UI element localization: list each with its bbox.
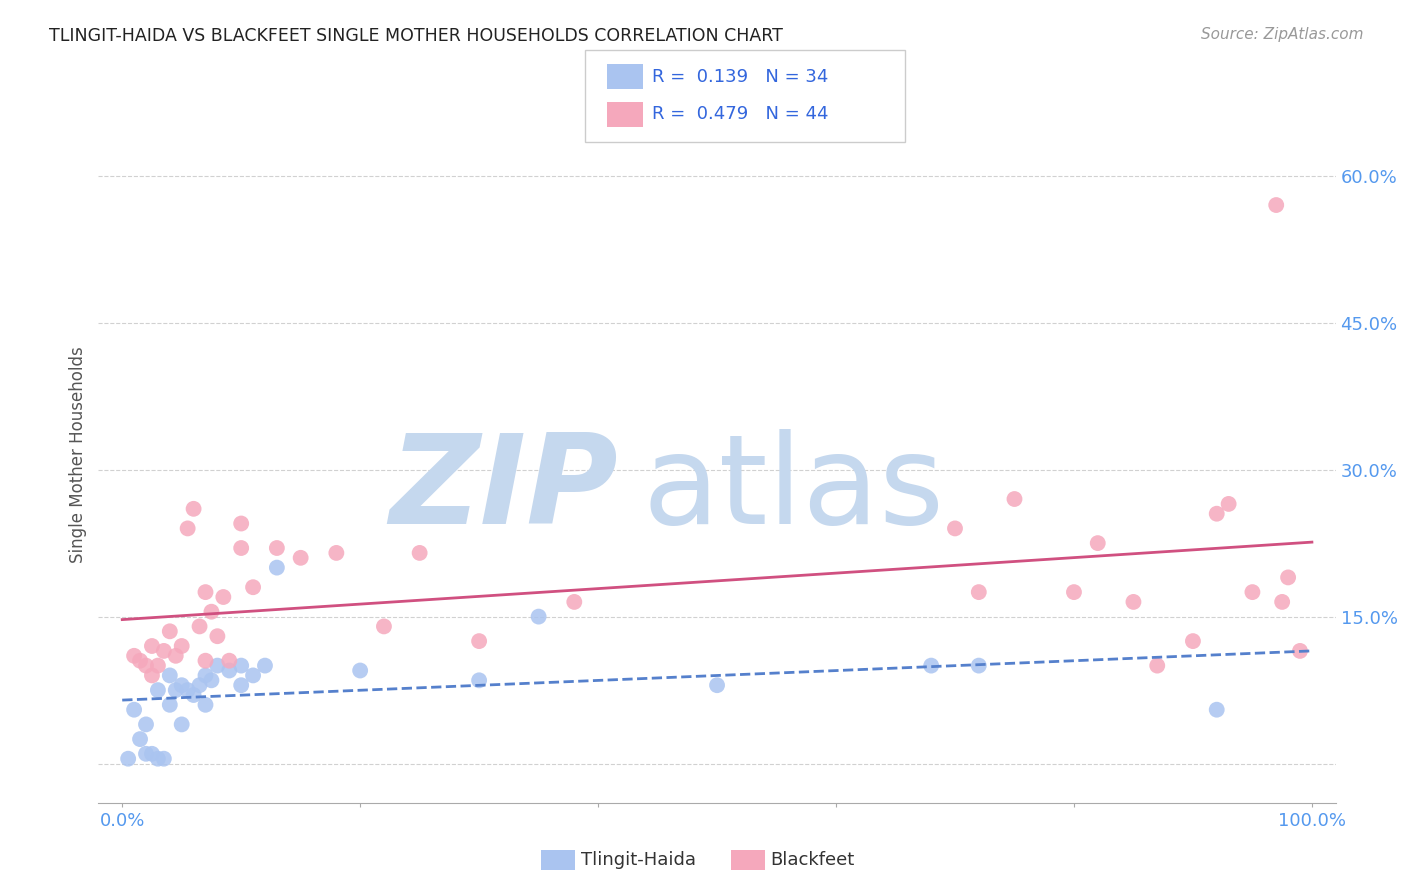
Point (468, 673, 491, 688)
Point (122, 648, 145, 663)
Point (200, 605, 222, 619)
Text: ZIP: ZIP (389, 429, 619, 550)
Point (1087, 536, 1109, 550)
Point (135, 747, 157, 761)
Point (194, 668, 217, 682)
Point (1218, 497, 1240, 511)
Point (1063, 585, 1085, 599)
Point (1205, 507, 1227, 521)
Text: Source: ZipAtlas.com: Source: ZipAtlas.com (1201, 27, 1364, 42)
Point (706, 678, 728, 692)
Point (188, 678, 211, 692)
Point (122, 703, 145, 717)
Point (1277, 570, 1299, 584)
Point (159, 698, 181, 712)
Point (1205, 703, 1227, 717)
Point (176, 683, 198, 698)
Point (165, 683, 187, 698)
Point (1265, 198, 1288, 212)
Point (967, 585, 990, 599)
Point (408, 546, 430, 560)
Point (207, 629, 229, 643)
Point (153, 752, 176, 766)
Point (218, 654, 240, 668)
Point (266, 560, 288, 574)
Point (194, 698, 217, 712)
Point (146, 658, 169, 673)
Point (135, 658, 157, 673)
Point (231, 658, 253, 673)
Point (194, 654, 217, 668)
Point (129, 654, 152, 668)
Point (527, 609, 550, 624)
Point (188, 619, 211, 633)
Point (562, 595, 585, 609)
Point (1122, 595, 1144, 609)
Point (207, 658, 229, 673)
Point (1181, 634, 1204, 648)
Point (231, 678, 253, 692)
Point (373, 619, 395, 633)
Point (141, 639, 163, 653)
Point (468, 634, 491, 648)
Point (349, 664, 371, 678)
Point (183, 501, 205, 516)
Point (920, 658, 942, 673)
Point (1146, 658, 1168, 673)
Point (218, 664, 240, 678)
Point (159, 668, 181, 682)
Y-axis label: Single Mother Households: Single Mother Households (69, 347, 87, 563)
Point (141, 668, 163, 682)
Point (146, 752, 169, 766)
Point (165, 648, 187, 663)
Point (146, 683, 169, 698)
Point (231, 516, 253, 531)
Point (194, 585, 217, 599)
Point (170, 678, 193, 692)
Point (266, 541, 288, 555)
Point (1289, 644, 1312, 658)
Point (231, 541, 253, 555)
Point (943, 521, 966, 535)
Point (117, 752, 139, 766)
Text: R =  0.479   N = 44: R = 0.479 N = 44 (652, 105, 830, 123)
Point (1241, 585, 1264, 599)
Point (176, 521, 198, 535)
Point (967, 658, 990, 673)
Point (141, 747, 163, 761)
Point (153, 644, 176, 658)
Point (253, 658, 276, 673)
Point (242, 668, 264, 682)
Point (212, 590, 235, 604)
Point (242, 580, 264, 594)
Point (170, 717, 193, 731)
Text: R =  0.139   N = 34: R = 0.139 N = 34 (652, 68, 828, 86)
Point (1004, 491, 1026, 506)
Point (325, 546, 347, 560)
Text: atlas: atlas (643, 429, 945, 550)
Text: Blackfeet: Blackfeet (770, 851, 855, 869)
Point (129, 732, 152, 747)
Point (200, 673, 222, 688)
Point (135, 717, 157, 731)
Text: Tlingit-Haida: Tlingit-Haida (581, 851, 696, 869)
Point (170, 639, 193, 653)
Point (1271, 595, 1294, 609)
Point (183, 688, 205, 702)
Text: TLINGIT-HAIDA VS BLACKFEET SINGLE MOTHER HOUSEHOLDS CORRELATION CHART: TLINGIT-HAIDA VS BLACKFEET SINGLE MOTHER… (49, 27, 783, 45)
Point (159, 624, 181, 639)
Point (290, 550, 312, 565)
